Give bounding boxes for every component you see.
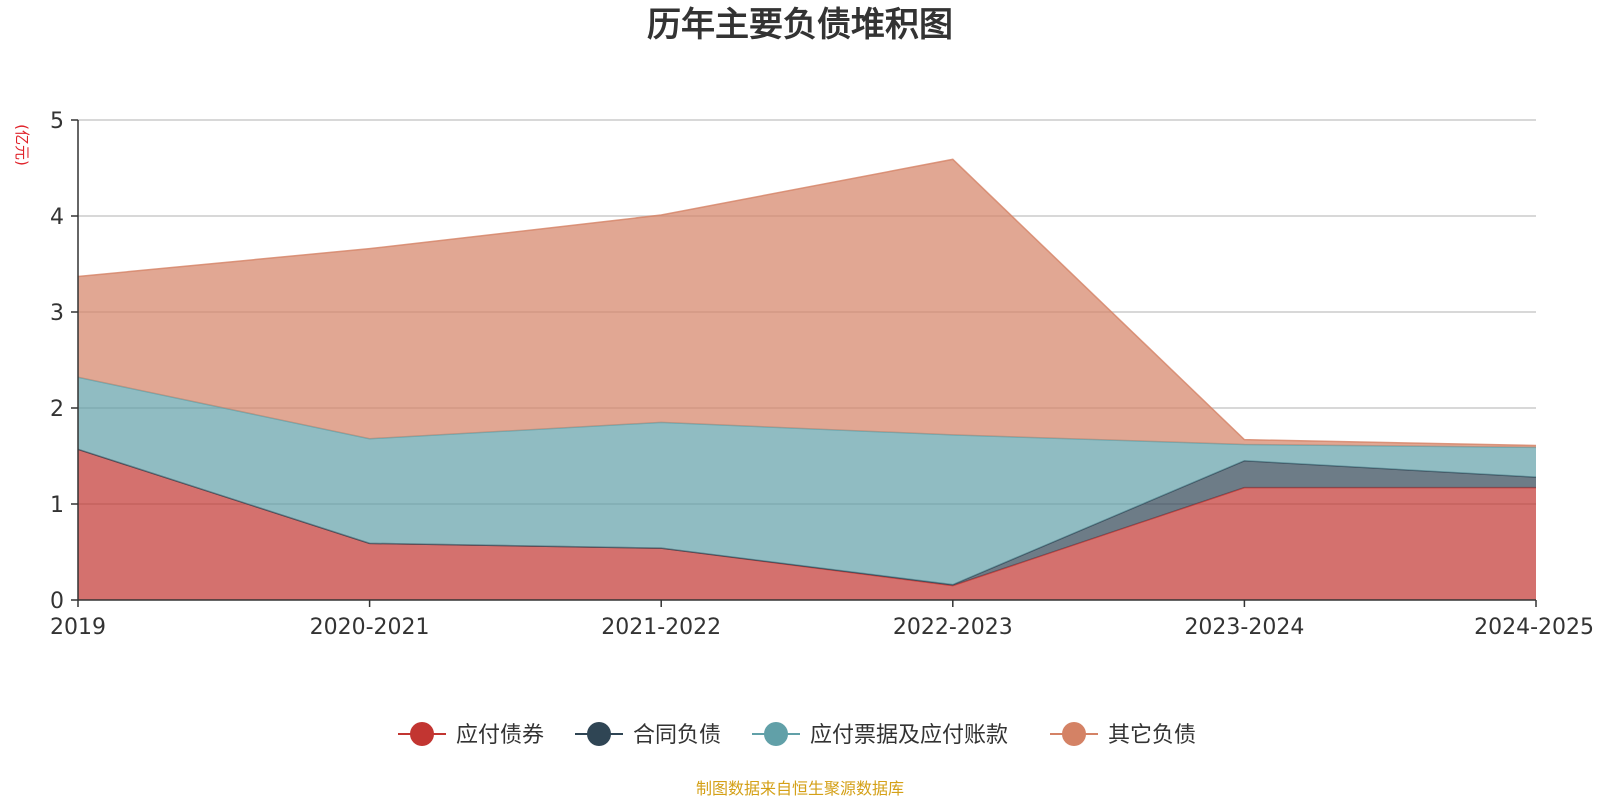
series-area-3 bbox=[78, 159, 1536, 448]
legend-label: 其它负债 bbox=[1108, 723, 1196, 748]
x-tick-label: 2021-2022 bbox=[601, 615, 721, 640]
y-tick-label: 0 bbox=[50, 589, 64, 614]
axes: 0 1 2 3 4 5 2019 2020-2021 2021-2022 2022-2023 202… bbox=[50, 109, 1594, 640]
legend-marker-icon bbox=[764, 722, 788, 746]
legend-item-0[interactable]: 应付债券 bbox=[398, 722, 544, 748]
legend-label: 应付债券 bbox=[456, 723, 544, 748]
legend-label: 合同负债 bbox=[633, 723, 721, 748]
y-tick-label: 1 bbox=[50, 493, 64, 518]
legend-item-3[interactable]: 其它负债 bbox=[1050, 722, 1196, 748]
series-line-1 bbox=[77, 448, 1537, 586]
series-area-0 bbox=[78, 449, 1536, 600]
legend-marker-icon bbox=[410, 722, 434, 746]
y-axis-unit-label: (亿元) bbox=[13, 124, 31, 166]
legend-item-1[interactable]: 合同负债 bbox=[575, 722, 721, 748]
chart-title: 历年主要负债堆积图 bbox=[647, 5, 953, 45]
y-tick-label: 4 bbox=[50, 205, 64, 230]
area-series bbox=[77, 158, 1537, 600]
legend-marker-icon bbox=[587, 722, 611, 746]
legend-label: 应付票据及应付账款 bbox=[810, 723, 1008, 748]
y-tick-label: 2 bbox=[50, 397, 64, 422]
x-tick-label: 2023-2024 bbox=[1184, 615, 1304, 640]
series-area-2 bbox=[78, 377, 1536, 585]
y-tick-label: 3 bbox=[50, 301, 64, 326]
x-tick-label: 2022-2023 bbox=[893, 615, 1013, 640]
x-tick-label: 2020-2021 bbox=[310, 615, 430, 640]
legend-item-2[interactable]: 应付票据及应付账款 bbox=[752, 722, 1008, 748]
x-tick-label: 2019 bbox=[50, 615, 106, 640]
x-tick-label: 2024-2025 bbox=[1474, 615, 1594, 640]
series-line-3 bbox=[77, 158, 1537, 447]
legend-marker-icon bbox=[1062, 722, 1086, 746]
source-note: 制图数据来自恒生聚源数据库 bbox=[696, 779, 904, 798]
legend[interactable]: 应付债券 合同负债 应付票据及应付账款 其它负债 bbox=[398, 722, 1196, 748]
y-tick-label: 5 bbox=[50, 109, 64, 134]
